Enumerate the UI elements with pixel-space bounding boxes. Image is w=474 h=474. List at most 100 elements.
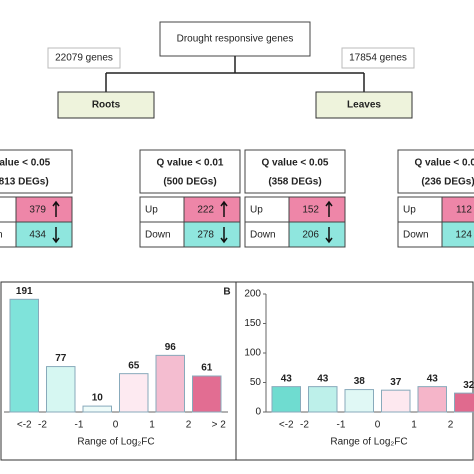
- panel-q: Q value < 0.05: [262, 158, 329, 169]
- row-value: 124: [455, 230, 472, 241]
- row-label-cell: [139, 221, 185, 248]
- x-tick-label: <-2: [279, 420, 294, 431]
- row-label: Up: [145, 205, 158, 216]
- value-label: 10: [92, 393, 104, 404]
- value-label: 96: [165, 342, 177, 353]
- bar: [381, 389, 411, 413]
- row-label: Down: [145, 230, 171, 241]
- x-tick-label: 1: [149, 420, 155, 431]
- panel-q: Q value < 0.01: [157, 158, 224, 169]
- x-tick-label: -2: [300, 420, 309, 431]
- branch-label: Roots: [92, 100, 121, 111]
- genes-label: 17854 genes: [349, 53, 407, 64]
- x-tick-label: 2: [448, 420, 454, 431]
- panel-degs: (813 DEGs): [0, 177, 49, 188]
- bar: [308, 386, 338, 413]
- value-label: 38: [354, 376, 366, 387]
- row-value: 206: [302, 230, 319, 241]
- row-value-cell: [183, 196, 241, 223]
- x-tick-label: 2: [186, 420, 192, 431]
- bar: [192, 375, 222, 413]
- arrow: [52, 227, 60, 244]
- row-label: Down: [0, 230, 3, 241]
- bar: [344, 389, 374, 413]
- row-label-cell: [139, 196, 185, 223]
- bar: [155, 354, 185, 413]
- row-label-cell: [0, 196, 17, 223]
- x-tick-label: > 2: [212, 420, 227, 431]
- genes-label: 22079 genes: [55, 53, 113, 64]
- value-label: 37: [390, 377, 402, 388]
- y-tick-label: 200: [244, 289, 261, 300]
- row-label: Down: [403, 230, 429, 241]
- row-value-cell: [441, 221, 474, 248]
- value-label: 43: [427, 373, 439, 384]
- row-value: 152: [302, 205, 319, 216]
- row-value-cell: [288, 221, 346, 248]
- genes-box: [47, 47, 121, 69]
- y-tick-label: 100: [244, 348, 261, 359]
- row-label-cell: [244, 196, 290, 223]
- x-tick-label: 0: [113, 420, 119, 431]
- value-label: 43: [317, 373, 329, 384]
- row-value-cell: [183, 221, 241, 248]
- panel-title-box: [0, 149, 73, 194]
- row-label: Up: [250, 205, 263, 216]
- row-label: Down: [250, 230, 276, 241]
- x-axis-title: Range of Log₂FC: [330, 437, 407, 448]
- bar: [82, 405, 112, 413]
- value-label: 32: [463, 380, 474, 391]
- branch-box: [315, 91, 413, 119]
- bar: [271, 386, 301, 413]
- x-tick-label: <-2: [17, 420, 32, 431]
- row-label-cell: [397, 221, 443, 248]
- arrow: [52, 200, 60, 217]
- panel-q: Q value < 0.01: [415, 158, 474, 169]
- row-value: 434: [29, 230, 46, 241]
- x-tick-label: -1: [337, 420, 346, 431]
- row-label: Up: [403, 205, 416, 216]
- bar: [9, 298, 39, 413]
- panel-title-box: [244, 149, 346, 194]
- row-value-cell: [288, 196, 346, 223]
- value-label: 43: [281, 373, 293, 384]
- panel-letter: B: [223, 287, 230, 298]
- bar: [417, 386, 447, 413]
- row-value-cell: [15, 221, 73, 248]
- y-tick-label: 0: [255, 407, 261, 418]
- panel-title-box: [139, 149, 241, 194]
- x-tick-label: -2: [38, 420, 47, 431]
- arrow: [220, 200, 228, 217]
- row-value-cell: [441, 196, 474, 223]
- row-value: 379: [29, 205, 46, 216]
- y-tick-label: 150: [244, 318, 261, 329]
- bar: [46, 366, 76, 413]
- row-value: 112: [456, 205, 472, 216]
- arrow: [220, 227, 228, 244]
- panel-degs: (236 DEGs): [421, 177, 474, 188]
- root-label: Drought responsive genes: [177, 34, 294, 45]
- genes-box: [341, 47, 415, 69]
- x-axis-title: Range of Log₂FC: [77, 437, 154, 448]
- y-tick-label: 50: [250, 377, 262, 388]
- value-label: 77: [55, 353, 67, 364]
- bar: [119, 373, 149, 413]
- branch-box: [57, 91, 155, 119]
- row-value: 278: [197, 230, 214, 241]
- x-tick-label: 1: [411, 420, 417, 431]
- panel-degs: (500 DEGs): [163, 177, 216, 188]
- panel-degs: (358 DEGs): [268, 177, 321, 188]
- bar: [454, 392, 474, 413]
- value-label: 61: [201, 363, 213, 374]
- value-label: 191: [16, 286, 33, 297]
- row-value: 222: [197, 205, 214, 216]
- value-label: 65: [128, 360, 140, 371]
- chart-frame: [0, 281, 474, 461]
- arrow: [325, 227, 333, 244]
- panel-title-box: [397, 149, 474, 194]
- branch-label: Leaves: [347, 100, 381, 111]
- tree-lines: [105, 56, 365, 92]
- x-tick-label: -1: [75, 420, 84, 431]
- panel-q: value < 0.05: [0, 158, 51, 169]
